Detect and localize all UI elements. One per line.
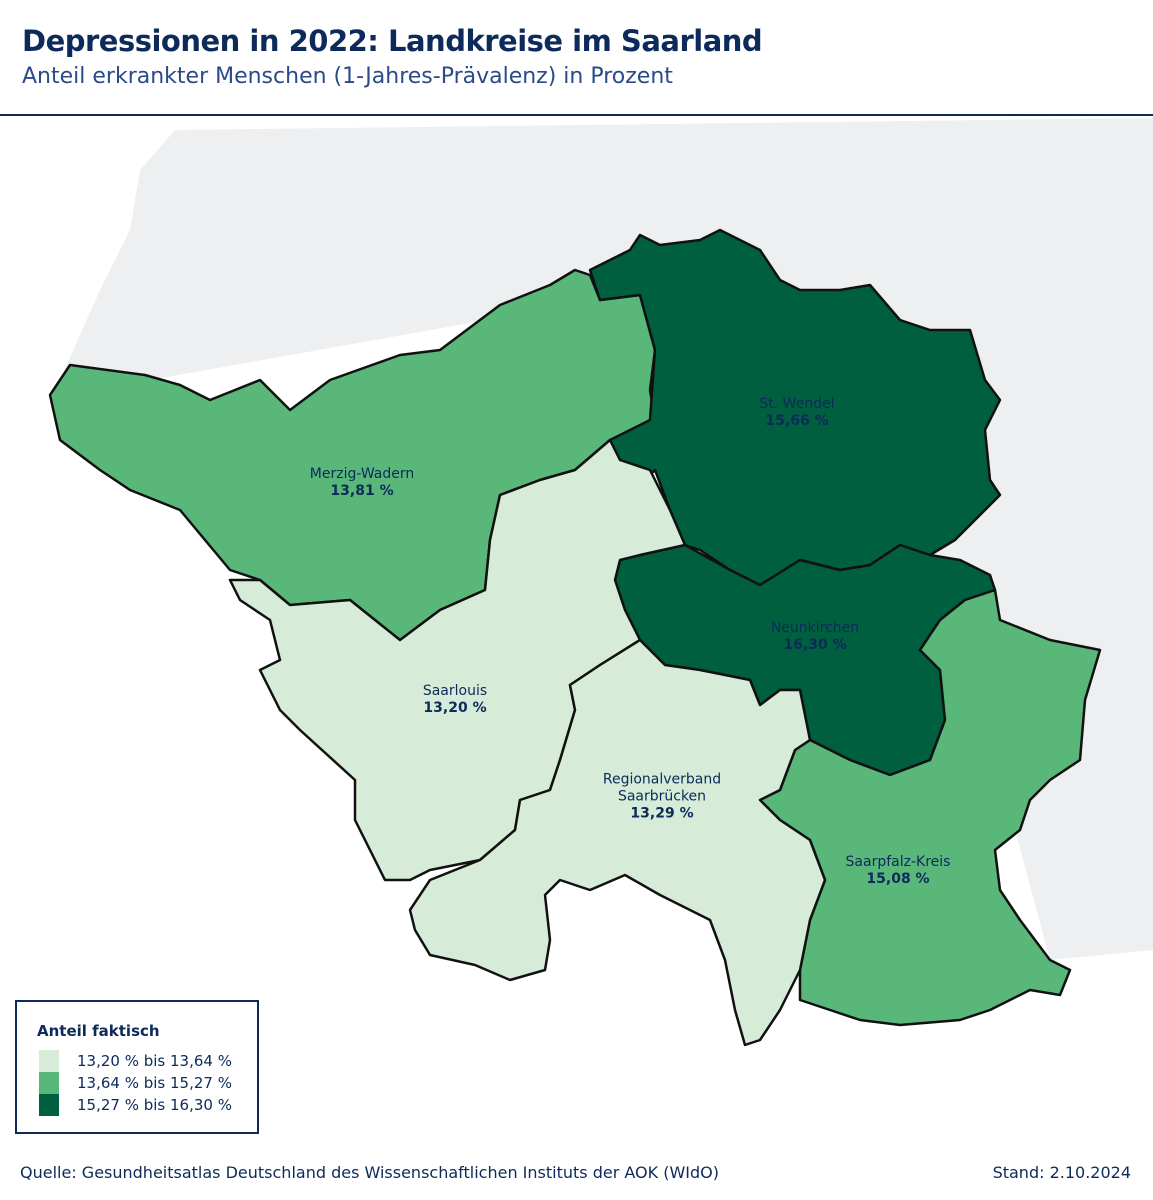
region-label: Neunkirchen 16,30 % — [771, 620, 859, 654]
legend-label: 13,64 % bis 15,27 % — [77, 1074, 232, 1092]
region-value: 13,29 % — [630, 805, 694, 822]
legend-entry: 15,27 % bis 16,30 % — [39, 1094, 232, 1116]
region-value: 15,66 % — [765, 413, 829, 429]
legend-swatch — [39, 1050, 59, 1072]
region-name: Regionalverband Saarbrücken — [602, 771, 722, 805]
region-label: St. Wendel 15,66 % — [759, 396, 834, 430]
regions — [48, 228, 1102, 1047]
legend: Anteil faktisch 13,20 % bis 13,64 % 13,64… — [15, 1000, 259, 1134]
region-label: Merzig-Wadern 13,81 % — [310, 466, 414, 500]
region — [408, 638, 827, 1047]
legend-title: Anteil faktisch — [37, 1022, 160, 1040]
region-label: Saarlouis 13,20 % — [423, 683, 487, 717]
legend-entry: 13,20 % bis 13,64 % — [39, 1050, 232, 1072]
region-value: 15,08 % — [866, 871, 930, 887]
legend-swatch — [39, 1094, 59, 1116]
region-name: Saarlouis — [422, 683, 488, 699]
region-value: 16,30 % — [783, 637, 847, 653]
legend-swatch — [39, 1072, 59, 1094]
legend-label: 15,27 % bis 16,30 % — [77, 1096, 232, 1114]
region-value: 13,20 % — [423, 700, 487, 716]
date: Stand: 2.10.2024 — [992, 1163, 1131, 1182]
divider — [0, 114, 1153, 116]
region-name: Saarpfalz-Kreis — [845, 854, 951, 870]
region-name: Neunkirchen — [770, 620, 860, 636]
region-name: Merzig-Wadern — [309, 466, 415, 482]
region-name: St. Wendel — [759, 396, 835, 412]
region-value: 13,81 % — [330, 483, 394, 499]
subtitle: Anteil erkrankter Menschen (1-Jahres-Prä… — [22, 64, 673, 89]
legend-label: 13,20 % bis 13,64 % — [77, 1052, 232, 1070]
region-label: Saarpfalz-Kreis 15,08 % — [846, 854, 951, 888]
region-label: Regionalverband Saarbrücken 13,29 % — [603, 772, 721, 823]
legend-entry: 13,64 % bis 15,27 % — [39, 1072, 232, 1094]
title: Depressionen in 2022: Landkreise im Saar… — [22, 24, 763, 58]
source: Quelle: Gesundheitsatlas Deutschland des… — [20, 1163, 719, 1182]
